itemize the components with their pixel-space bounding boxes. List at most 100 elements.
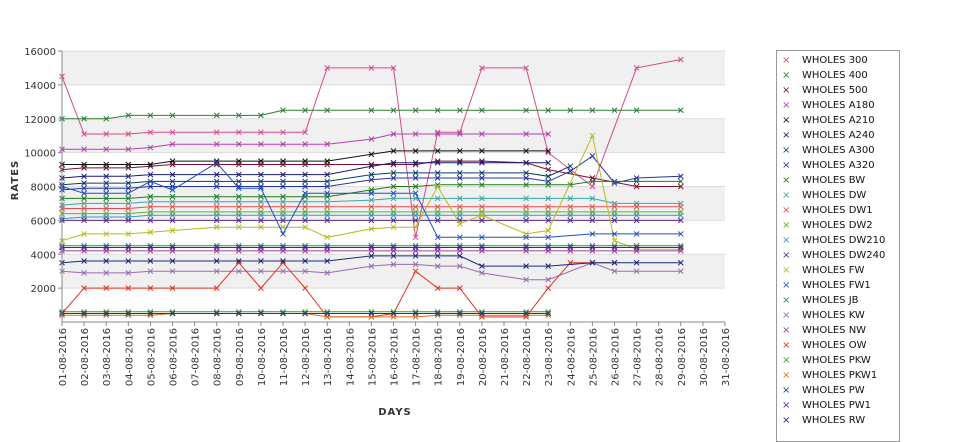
data-point bbox=[258, 171, 264, 178]
data-point bbox=[456, 148, 463, 154]
data-point bbox=[258, 198, 264, 205]
data-point bbox=[235, 217, 242, 224]
data-point bbox=[258, 193, 264, 200]
data-point bbox=[147, 183, 154, 190]
data-point bbox=[611, 237, 618, 244]
data-point bbox=[125, 185, 132, 192]
data-point bbox=[567, 217, 574, 224]
data-point bbox=[412, 203, 419, 210]
data-point bbox=[390, 159, 397, 166]
data-point bbox=[368, 217, 375, 224]
data-point bbox=[235, 112, 242, 119]
data-point bbox=[434, 253, 441, 259]
legend-label: WHOLES DW240 bbox=[802, 250, 886, 261]
data-point bbox=[589, 132, 596, 139]
data-point bbox=[280, 171, 286, 178]
data-point bbox=[169, 203, 176, 210]
data-point bbox=[434, 183, 441, 190]
data-point bbox=[589, 195, 596, 202]
data-point bbox=[302, 129, 308, 136]
data-point bbox=[125, 146, 132, 153]
data-point bbox=[147, 217, 154, 224]
data-point bbox=[677, 56, 684, 63]
data-point bbox=[368, 176, 375, 183]
data-point bbox=[280, 129, 286, 136]
data-point bbox=[125, 195, 132, 202]
data-point bbox=[324, 234, 331, 241]
data-point bbox=[103, 270, 110, 276]
data-point bbox=[103, 310, 110, 317]
data-point bbox=[258, 224, 264, 231]
data-point bbox=[280, 141, 286, 148]
data-point bbox=[169, 258, 176, 264]
legend-item: × WHOLES DW bbox=[777, 188, 899, 203]
data-point bbox=[81, 200, 87, 207]
data-point bbox=[567, 244, 574, 251]
data-point bbox=[479, 203, 485, 210]
data-point bbox=[390, 244, 397, 251]
legend-label: WHOLES DW2 bbox=[802, 220, 873, 231]
legend-marker-icon: × bbox=[782, 310, 791, 321]
legend-item: × WHOLES A300 bbox=[777, 143, 899, 158]
data-point bbox=[324, 183, 331, 190]
series-wholes-kw bbox=[59, 259, 684, 283]
data-point bbox=[258, 310, 264, 317]
data-point bbox=[589, 231, 596, 237]
data-point bbox=[280, 244, 286, 251]
data-point bbox=[213, 178, 220, 185]
data-point bbox=[434, 195, 441, 202]
data-point bbox=[479, 270, 485, 276]
data-point bbox=[125, 131, 132, 137]
data-point bbox=[213, 183, 220, 190]
data-point bbox=[324, 198, 331, 205]
x-tick-label: 30-08-2016 bbox=[699, 328, 710, 386]
data-point bbox=[479, 107, 485, 114]
data-point bbox=[81, 244, 87, 251]
data-point bbox=[633, 212, 640, 219]
legend-item: × WHOLES DW210 bbox=[777, 233, 899, 248]
data-point bbox=[456, 220, 463, 227]
x-tick-label: 19-08-2016 bbox=[456, 328, 467, 386]
data-point bbox=[368, 65, 375, 71]
data-point bbox=[235, 258, 242, 264]
series-wholes-400 bbox=[59, 107, 684, 122]
data-point bbox=[545, 181, 552, 188]
data-point bbox=[390, 203, 397, 210]
x-tick-label: 08-08-2016 bbox=[213, 328, 224, 386]
data-point bbox=[235, 178, 242, 185]
data-point bbox=[390, 183, 397, 190]
data-point bbox=[213, 258, 220, 264]
data-point bbox=[258, 212, 264, 219]
data-point bbox=[103, 161, 110, 168]
data-point bbox=[434, 285, 441, 291]
data-point bbox=[324, 244, 331, 251]
x-tick-label: 09-08-2016 bbox=[235, 328, 246, 386]
data-point bbox=[523, 181, 529, 188]
data-point bbox=[412, 212, 419, 219]
data-point bbox=[412, 175, 419, 181]
data-point bbox=[147, 229, 154, 236]
data-point bbox=[235, 193, 242, 200]
data-point bbox=[633, 183, 640, 190]
legend-label: WHOLES 300 bbox=[802, 55, 868, 66]
legend-marker-icon: × bbox=[782, 55, 791, 66]
data-point bbox=[456, 203, 463, 210]
data-point bbox=[213, 268, 220, 275]
data-point bbox=[213, 129, 220, 136]
data-point bbox=[324, 310, 331, 317]
data-point bbox=[213, 171, 220, 178]
data-point bbox=[81, 231, 87, 237]
x-tick-label: 10-08-2016 bbox=[257, 328, 268, 386]
data-point bbox=[169, 227, 176, 234]
data-point bbox=[213, 310, 220, 317]
legend-label: WHOLES FW bbox=[802, 265, 865, 276]
data-point bbox=[523, 244, 529, 251]
data-point bbox=[213, 193, 220, 200]
data-point bbox=[633, 268, 640, 275]
data-point bbox=[412, 217, 419, 224]
legend-marker-icon: × bbox=[782, 145, 791, 156]
legend-item: × WHOLES PW bbox=[777, 383, 899, 398]
series-line bbox=[61, 255, 681, 267]
data-point bbox=[567, 107, 574, 114]
data-point bbox=[235, 141, 242, 148]
